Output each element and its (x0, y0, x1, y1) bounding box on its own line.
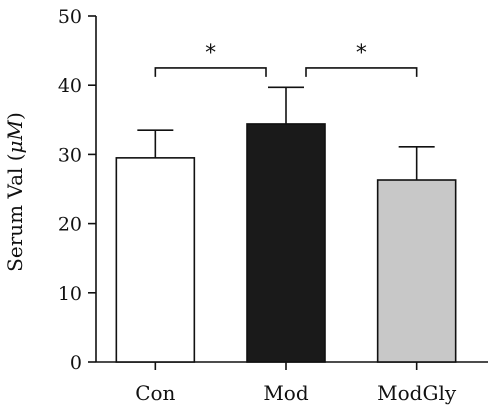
x-tick-label: ModGly (377, 381, 457, 405)
y-tick-label: 10 (58, 283, 82, 305)
y-axis-label: Serum Val (μM) (3, 112, 27, 272)
y-tick-label: 50 (58, 6, 82, 28)
x-tick-label: Mod (263, 381, 309, 405)
x-tick-label: Con (135, 381, 175, 405)
chart-bars (115, 86, 457, 363)
y-tick-label: 40 (58, 75, 82, 97)
y-tick-label: 0 (70, 352, 82, 374)
y-axis-label-prefix: Serum Val ( (3, 153, 27, 271)
bar (376, 179, 457, 363)
bar (246, 123, 326, 363)
significance-marker: * (205, 41, 216, 66)
y-tick-label: 30 (58, 144, 82, 166)
y-axis-label-unit: μM (3, 119, 27, 153)
bar (115, 157, 196, 363)
significance-marker: * (356, 41, 367, 66)
y-axis-label-suffix: ) (3, 112, 27, 120)
significance-annotations: * * (154, 41, 418, 77)
significance-bracket (154, 67, 267, 77)
chart-axes: 0 10 20 30 40 50 Con Mod ModGly (58, 6, 488, 405)
y-tick-label: 20 (58, 214, 82, 236)
significance-bracket (305, 67, 418, 77)
